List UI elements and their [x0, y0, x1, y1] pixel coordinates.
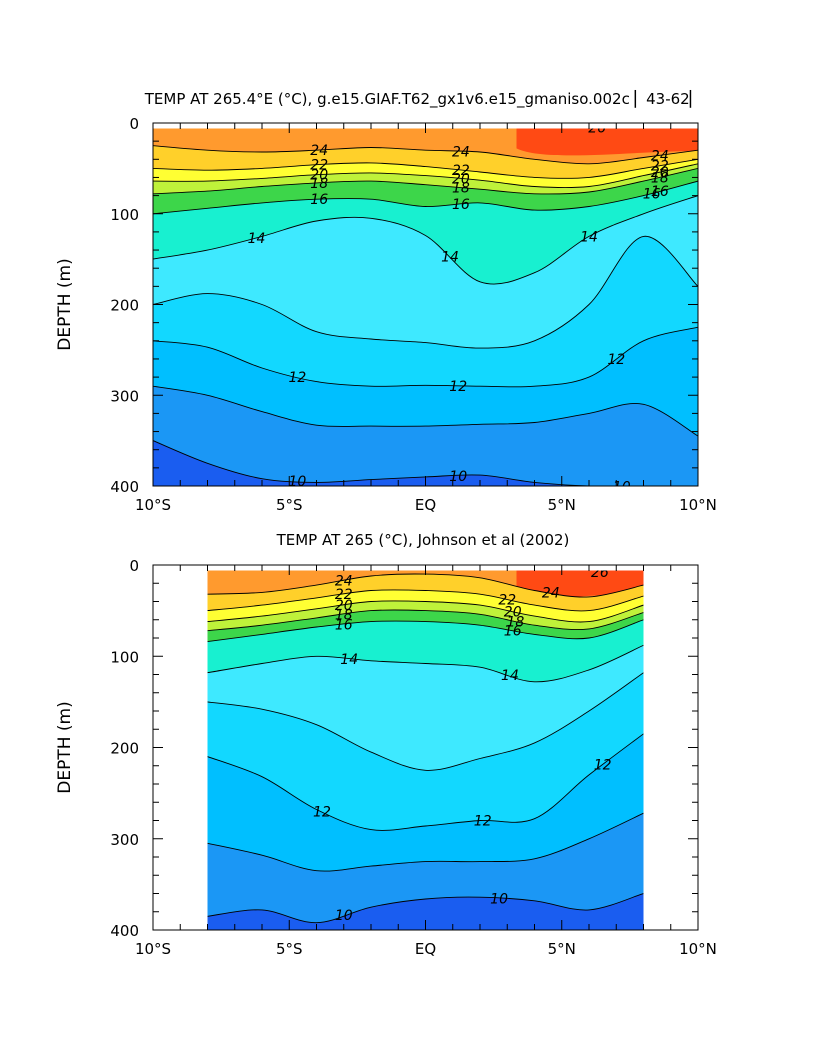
contour-label: 14 [441, 249, 459, 265]
y-tick-label: 300 [110, 387, 139, 405]
contour-label: 22 [498, 593, 516, 609]
isotherm-10 [207, 893, 644, 924]
x-tick-label: 10°S [135, 496, 171, 514]
y-tick-label: 400 [110, 478, 139, 496]
contour-label: 24 [310, 143, 328, 159]
isotherm-18 [207, 609, 644, 632]
contour-label: 20 [651, 165, 669, 181]
contour-label: 10 [449, 469, 467, 485]
contour-label: 12 [607, 352, 625, 368]
y-tick-label: 100 [110, 648, 139, 666]
contour-label: 20 [335, 598, 353, 614]
isotherm-22 [207, 589, 644, 612]
contour-label: 26 [588, 121, 606, 137]
isotherm-20 [207, 600, 644, 623]
isotherm-20 [153, 163, 698, 189]
contour-label: 18 [335, 607, 353, 623]
isotherm-18 [153, 167, 698, 195]
band-gt26 [516, 570, 644, 598]
contour-label: 12 [474, 813, 492, 829]
x-tick-label: 5°N [548, 496, 576, 514]
contour-label: 24 [452, 144, 470, 160]
x-tick-label: EQ [415, 496, 436, 514]
contour-label: 24 [542, 585, 560, 601]
contour-label: 24 [651, 148, 669, 164]
y-axis-label: DEPTH (m) [55, 258, 75, 350]
contour-label: 14 [340, 652, 358, 668]
contour-label: 12 [449, 379, 467, 395]
isotherm-12 [207, 733, 644, 831]
band-below-10 [207, 893, 644, 930]
contour-label: 10 [613, 480, 631, 496]
x-tick-label: 10°S [135, 940, 171, 958]
contour-label: 22 [452, 163, 470, 179]
contour-label: 16 [452, 197, 470, 213]
isotherm-13 [207, 672, 644, 771]
contour-label: 14 [501, 668, 519, 684]
contour-label: 14 [248, 231, 266, 247]
contour-label: 18 [651, 170, 669, 186]
y-tick-label: 200 [110, 740, 139, 758]
contour-label: 12 [289, 370, 307, 386]
isotherm-11 [207, 812, 644, 872]
plot-area-observations: 2422201816141412121210102220181624260100… [55, 557, 717, 958]
x-tick-label: 10°N [679, 496, 717, 514]
contour-label: 26 [591, 565, 609, 581]
contour-label: 10 [289, 474, 307, 490]
contour-label: 12 [313, 805, 331, 821]
y-tick-label: 200 [110, 297, 139, 315]
isotherm-14 [207, 644, 644, 683]
x-tick-label: 5°S [276, 940, 303, 958]
x-tick-label: EQ [415, 940, 436, 958]
isotherm-13 [153, 235, 698, 349]
x-tick-label: 5°S [276, 496, 303, 514]
y-tick-label: 400 [110, 922, 139, 940]
y-tick-label: 0 [129, 557, 139, 575]
contour-label: 16 [335, 617, 353, 633]
isotherm-16 [153, 180, 698, 215]
y-tick-label: 0 [129, 115, 139, 133]
panel-model-title: TEMP AT 265.4°E (°C), g.e15.GIAF.T62_gx1… [144, 89, 702, 109]
contour-label: 16 [643, 186, 661, 202]
contour-label: 10 [490, 891, 508, 907]
isotherm-12 [153, 326, 698, 388]
isotherm-22 [153, 158, 698, 179]
contour-label: 16 [651, 184, 669, 200]
isotherm-24 [153, 145, 698, 165]
contour-label: 22 [651, 159, 669, 175]
panel-model: TEMP AT 265.4°E (°C), g.e15.GIAF.T62_gx1… [55, 89, 717, 514]
isotherm-11 [153, 385, 698, 437]
y-tick-label: 300 [110, 831, 139, 849]
contour-label: 20 [310, 168, 328, 184]
contour-label: 18 [452, 181, 470, 197]
contour-label: 22 [335, 587, 353, 603]
band-below-11 [153, 386, 698, 486]
contour-label: 18 [310, 176, 328, 192]
x-tick-label: 10°N [679, 940, 717, 958]
y-axis-label: DEPTH (m) [55, 701, 75, 793]
contour-label: 12 [594, 758, 612, 774]
y-tick-label: 100 [110, 206, 139, 224]
contour-label: 16 [504, 624, 522, 640]
band-gt26 [516, 128, 698, 156]
contour-label: 16 [310, 192, 328, 208]
panel-observations: TEMP AT 265 (°C), Johnson et al (2002) 2… [55, 531, 717, 958]
contour-label: 24 [335, 574, 353, 590]
isotherm-16 [207, 619, 644, 643]
x-tick-label: 5°N [548, 940, 576, 958]
contour-label: 20 [504, 605, 522, 621]
contour-label: 22 [310, 158, 328, 174]
contour-label: 18 [507, 614, 525, 630]
contour-label: 20 [452, 172, 470, 188]
contour-label: 14 [580, 229, 598, 245]
panel-observations-title: TEMP AT 265 (°C), Johnson et al (2002) [276, 531, 570, 549]
isotherm-14 [153, 195, 698, 285]
contour-label: 10 [335, 908, 353, 924]
